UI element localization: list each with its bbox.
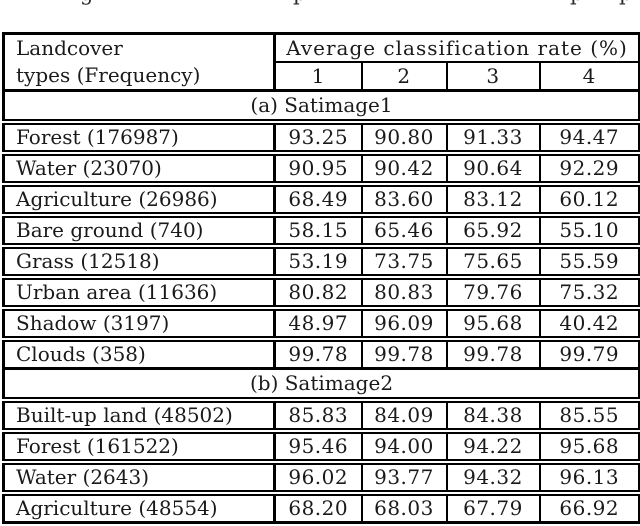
value-cell: 99.78 [445,336,540,369]
value-cell: 79.76 [445,274,540,308]
value-cell: 94.22 [445,428,540,462]
value-cell: 94.47 [538,119,640,153]
value-cell: 68.20 [273,490,362,523]
value-cell: 93.77 [360,459,447,493]
row-label-cell: Agriculture (48554) [3,490,276,523]
row-label-cell: Water (2643) [3,459,276,493]
value-cell: 73.75 [360,243,447,277]
value-cell: 94.32 [445,459,540,493]
value-cell: 99.78 [360,336,447,369]
table-row: Water (2643) 96.02 93.77 94.32 96.13 [3,459,640,493]
value-cell: 96.02 [273,459,362,493]
row-label-cell: Agriculture (26986) [3,181,276,215]
value-cell: 96.09 [360,305,447,339]
header-col-2: 2 [360,62,447,91]
row-label-cell: Shadow (3197) [3,305,276,339]
row-label-cell: Clouds (358) [3,336,276,369]
header-row-columns: 1 2 3 4 [4,62,640,91]
caption-fragment: p [293,0,306,4]
value-cell: 96.13 [538,459,640,493]
value-cell: 85.55 [538,397,640,431]
value-cell: 95.68 [538,428,640,462]
value-cell: 95.68 [445,305,540,339]
header-group-label: Average classification rate (%) [273,33,640,63]
section-title: (b) Satimage2 [3,367,640,402]
caption-fragment: p [570,0,583,4]
row-label-cell: Bare ground (740) [3,212,276,246]
value-cell: 40.42 [538,305,640,339]
value-cell: 53.19 [273,243,362,277]
value-cell: 75.32 [538,274,640,308]
row-label-cell: Forest (176987) [3,119,276,153]
value-cell: 83.60 [360,181,447,215]
row-label-cell: Urban area (11636) [3,274,276,308]
table-row: Bare ground (740) 58.15 65.46 65.92 55.1… [3,212,640,246]
value-cell: 75.65 [445,243,540,277]
table-row: Forest (176987) 93.25 90.80 91.33 94.47 [3,119,640,153]
table-row: Water (23070) 90.95 90.42 90.64 92.29 [3,150,640,184]
header-landcover-line1: Landcover [16,36,123,60]
value-cell: 83.12 [445,181,540,215]
value-cell: 65.46 [360,212,447,246]
value-cell: 84.09 [360,397,447,431]
row-label-cell: Grass (12518) [3,243,276,277]
value-cell: 95.46 [273,428,362,462]
value-cell: 80.83 [360,274,447,308]
value-cell: 99.79 [538,336,640,369]
value-cell: 90.95 [273,150,362,184]
row-label-cell: Built-up land (48502) [3,397,276,431]
value-cell: 55.59 [538,243,640,277]
classification-rate-table: Landcover types (Frequency) Average clas… [2,32,640,524]
header-landcover-line2: types (Frequency) [16,63,201,87]
table-row: Forest (161522) 95.46 94.00 94.22 95.68 [3,428,640,462]
value-cell: 99.78 [273,336,362,369]
table-row: Agriculture (48554) 68.20 68.03 67.79 66… [3,490,640,523]
table-row: Grass (12518) 53.19 73.75 75.65 55.59 [3,243,640,277]
value-cell: 91.33 [445,119,540,153]
value-cell: 48.97 [273,305,362,339]
value-cell: 55.10 [538,212,640,246]
header-landcover-cell: Landcover types (Frequency) [3,33,276,91]
value-cell: 84.38 [445,397,540,431]
value-cell: 90.64 [445,150,540,184]
table-row: Clouds (358) 99.78 99.78 99.78 99.79 [3,336,640,369]
table-row: Urban area (11636) 80.82 80.83 79.76 75.… [3,274,640,308]
section-row-satimage1: (a) Satimage1 [3,89,640,124]
value-cell: 92.29 [538,150,640,184]
row-label-cell: Water (23070) [3,150,276,184]
table-row: Built-up land (48502) 85.83 84.09 84.38 … [3,397,640,431]
value-cell: 58.15 [273,212,362,246]
value-cell: 66.92 [538,490,640,523]
header-row-group: Landcover types (Frequency) Average clas… [3,33,640,91]
section-row-satimage2: (b) Satimage2 [3,367,640,402]
value-cell: 85.83 [273,397,362,431]
row-label-cell: Forest (161522) [3,428,276,462]
table-row: Shadow (3197) 48.97 96.09 95.68 40.42 [3,305,640,339]
header-col-1: 1 [273,62,362,91]
value-cell: 60.12 [538,181,640,215]
value-cell: 65.92 [445,212,540,246]
header-col-4: 4 [538,62,640,91]
caption-fragment: g [80,0,93,4]
value-cell: 67.79 [445,490,540,523]
value-cell: 80.82 [273,274,362,308]
cropped-caption-line: g p p p [0,0,640,12]
table-row: Agriculture (26986) 68.49 83.60 83.12 60… [3,181,640,215]
value-cell: 90.80 [360,119,447,153]
value-cell: 90.42 [360,150,447,184]
value-cell: 93.25 [273,119,362,153]
section-title: (a) Satimage1 [3,89,640,124]
value-cell: 68.49 [273,181,362,215]
header-col-3: 3 [445,62,540,91]
value-cell: 68.03 [360,490,447,523]
value-cell: 94.00 [360,428,447,462]
caption-fragment: p [619,0,632,4]
